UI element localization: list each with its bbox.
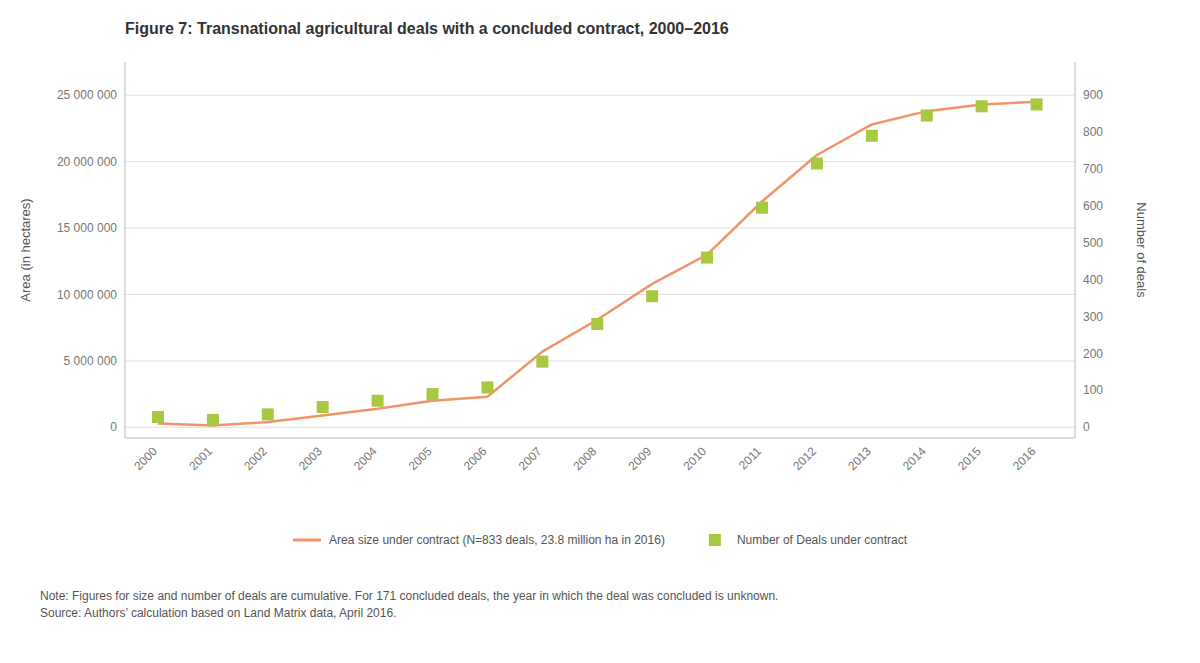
- deal-marker: [207, 414, 219, 426]
- y2-tick-label: 500: [1083, 236, 1103, 250]
- grid-line: [125, 360, 1075, 361]
- deal-marker: [921, 110, 933, 122]
- y-tick-label: 5 000 000: [64, 354, 118, 368]
- grid: [125, 95, 1075, 427]
- background: [0, 0, 1200, 663]
- x-tick-label: 2005: [406, 444, 435, 473]
- data: [152, 98, 1043, 425]
- deal-marker: [317, 401, 329, 413]
- deal-marker: [591, 318, 603, 330]
- y-tick-label: 15 000 000: [57, 221, 117, 235]
- deal-marker: [481, 381, 493, 393]
- y-tick-label: 20 000 000: [57, 155, 117, 169]
- y2-tick-label: 700: [1083, 162, 1103, 176]
- deal-marker: [701, 252, 713, 264]
- note-line: Note: Figures for size and number of dea…: [40, 589, 778, 603]
- grid-line: [125, 294, 1075, 295]
- y-tick-label: 0: [110, 420, 117, 434]
- grid-line: [125, 161, 1075, 162]
- x-tick-label: 2006: [461, 444, 490, 473]
- x-tick-label: 2009: [626, 444, 655, 473]
- x-tick-label: 2003: [296, 444, 325, 473]
- x-tick-label: 2014: [900, 444, 929, 473]
- title: Figure 7: Transnational agricultural dea…: [125, 20, 729, 37]
- grid-line: [125, 95, 1075, 96]
- legend-swatch: [709, 534, 721, 546]
- grid-line: [125, 427, 1075, 428]
- y2-tick-label: 600: [1083, 199, 1103, 213]
- deal-marker: [152, 411, 164, 423]
- deal-marker: [646, 290, 658, 302]
- x-tick-label: 2011: [736, 444, 764, 472]
- y-tick-label: 25 000 000: [57, 88, 117, 102]
- y-tick-label: 10 000 000: [57, 288, 117, 302]
- legend: Area size under contract (N=833 deals, 2…: [293, 533, 908, 547]
- y2-tick-label: 200: [1083, 347, 1103, 361]
- y2-tick-label: 300: [1083, 310, 1103, 324]
- legend-label: Number of Deals under contract: [737, 533, 908, 547]
- y2-tick-label: 900: [1083, 88, 1103, 102]
- x-tick-label: 2010: [680, 444, 709, 473]
- y2-tick-label: 100: [1083, 383, 1103, 397]
- deal-marker: [1031, 98, 1043, 110]
- deal-marker: [976, 100, 988, 112]
- y-axis-line: [125, 62, 126, 438]
- grid-line: [125, 228, 1075, 229]
- axes: 0 5 000 000 10 000 000 15 000 000 20 000 000…: [57, 62, 1103, 473]
- x-tick-label: 2015: [955, 444, 984, 473]
- note-line: Source: Authors’ calculation based on La…: [40, 606, 396, 620]
- x-tick-label: 2000: [131, 444, 160, 473]
- deal-marker: [536, 356, 548, 368]
- x-tick-label: 2001: [186, 444, 215, 473]
- legend-label: Area size under contract (N=833 deals, 2…: [329, 533, 665, 547]
- y2-tick-label: 800: [1083, 125, 1103, 139]
- x-axis-line: [125, 438, 1075, 439]
- deal-marker: [756, 202, 768, 214]
- legend-item: Area size under contract (N=833 deals, 2…: [293, 533, 665, 547]
- legend-swatch: [293, 539, 321, 542]
- x-tick-label: 2007: [516, 444, 545, 473]
- deal-marker: [262, 408, 274, 420]
- y2-tick-label: 400: [1083, 273, 1103, 287]
- note: Note: Figures for size and number of dea…: [40, 589, 778, 620]
- chart: Figure 7: Transnational agricultural dea…: [0, 0, 1200, 663]
- deal-marker: [372, 395, 384, 407]
- y2-tick-label: 0: [1083, 420, 1090, 434]
- y2-axis-label: Number of deals: [1134, 202, 1149, 298]
- x-tick-label: 2012: [790, 444, 819, 473]
- x-tick-label: 2004: [351, 444, 380, 473]
- x-tick-label: 2002: [241, 444, 270, 473]
- deal-marker: [427, 388, 439, 400]
- y2-axis-line: [1075, 62, 1076, 438]
- x-tick-label: 2008: [571, 444, 600, 473]
- area-line: [158, 102, 1037, 426]
- x-tick-label: 2013: [845, 444, 874, 473]
- deal-marker: [811, 157, 823, 169]
- y-axis-label: Area (in hectares): [18, 198, 33, 301]
- deal-marker: [866, 130, 878, 142]
- x-tick-label: 2016: [1010, 444, 1039, 473]
- legend-item: Number of Deals under contract: [709, 533, 908, 547]
